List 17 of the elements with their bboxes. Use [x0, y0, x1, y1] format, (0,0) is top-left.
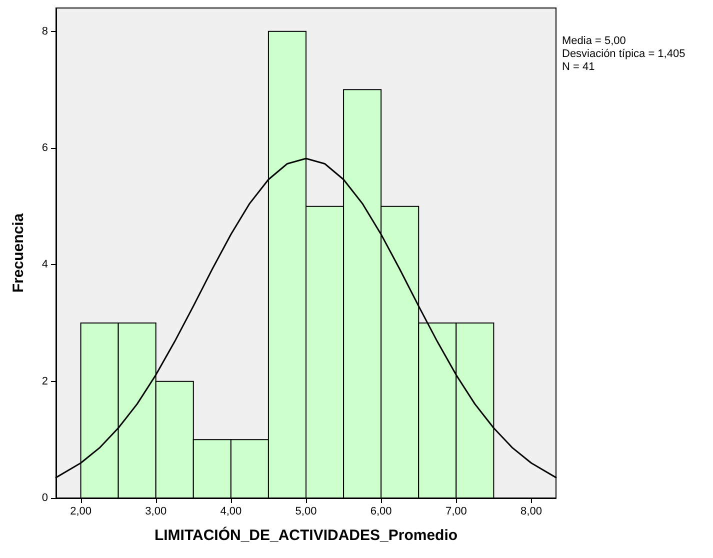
y-tick-label: 6 [42, 142, 48, 154]
text: Desviación típica = 1,405 [562, 48, 686, 61]
y-tick-label: 8 [42, 25, 48, 38]
x-axis-title: LIMITACIÓN_DE_ACTIVIDADES_Promedio [154, 526, 458, 544]
x-tick-label: 8,00 [520, 506, 542, 518]
text: N = 41 [562, 61, 596, 74]
x-tick-label: 5,00 [295, 506, 317, 518]
y-tick-label: 0 [42, 492, 48, 504]
text: Media = 5,00 [562, 35, 627, 48]
x-tick-label: 2,00 [70, 506, 92, 518]
x-tick-label: 7,00 [445, 506, 467, 518]
y-axis-title: Frecuencia [10, 212, 27, 293]
y-tick-label: 4 [42, 258, 48, 271]
y-tick-label: 2 [42, 375, 48, 388]
x-tick-label: 6,00 [370, 506, 392, 518]
x-tick-label: 3,00 [145, 506, 167, 518]
x-tick-label: 4,00 [220, 506, 242, 518]
